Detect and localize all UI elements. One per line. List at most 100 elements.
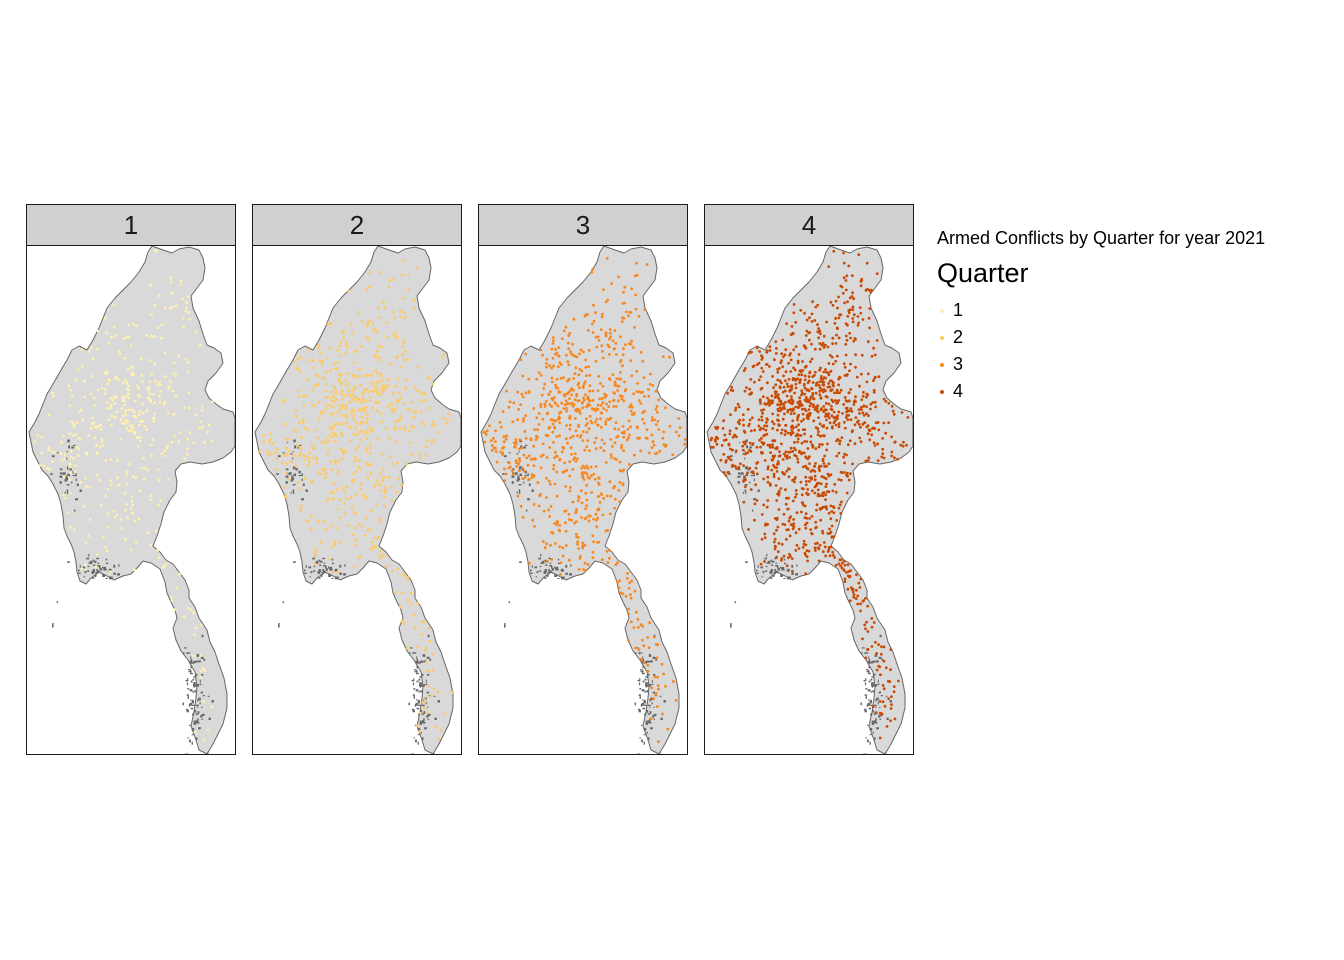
event-point bbox=[656, 675, 659, 679]
event-point bbox=[368, 527, 372, 531]
event-point bbox=[110, 423, 113, 427]
event-point bbox=[866, 630, 870, 633]
event-point bbox=[406, 579, 410, 582]
event-point bbox=[400, 619, 404, 623]
event-point bbox=[570, 393, 574, 397]
event-point bbox=[877, 428, 881, 432]
event-point bbox=[426, 711, 430, 714]
event-point bbox=[143, 466, 147, 470]
event-point bbox=[628, 405, 631, 409]
event-point bbox=[375, 372, 379, 375]
event-point bbox=[779, 386, 782, 390]
event-point bbox=[482, 430, 486, 434]
event-point bbox=[584, 491, 588, 495]
event-point bbox=[317, 400, 321, 404]
event-point bbox=[794, 425, 798, 429]
event-point bbox=[426, 438, 430, 442]
event-point bbox=[677, 417, 681, 420]
event-point bbox=[311, 388, 314, 392]
event-point bbox=[375, 409, 379, 413]
event-point bbox=[554, 542, 557, 545]
event-point bbox=[555, 377, 559, 381]
event-point bbox=[715, 435, 718, 439]
event-point bbox=[85, 485, 88, 489]
event-point bbox=[727, 442, 731, 446]
event-point bbox=[199, 654, 203, 658]
event-point bbox=[624, 388, 628, 391]
event-point bbox=[633, 453, 636, 457]
event-point bbox=[838, 503, 842, 507]
event-point bbox=[531, 518, 535, 522]
event-point bbox=[777, 477, 781, 481]
event-point bbox=[564, 485, 568, 488]
event-point bbox=[548, 446, 552, 449]
event-point bbox=[550, 347, 554, 351]
event-point bbox=[819, 397, 823, 400]
event-point bbox=[728, 429, 732, 433]
event-point bbox=[899, 443, 903, 447]
event-point bbox=[345, 372, 349, 375]
event-point bbox=[639, 657, 643, 661]
event-point bbox=[393, 316, 397, 320]
event-point bbox=[521, 374, 525, 378]
event-point bbox=[839, 558, 843, 562]
event-point bbox=[83, 379, 86, 383]
event-point bbox=[105, 331, 108, 335]
event-point bbox=[131, 365, 135, 368]
event-point bbox=[653, 635, 656, 639]
event-point bbox=[600, 558, 604, 562]
event-point bbox=[566, 360, 570, 363]
event-point bbox=[375, 503, 378, 506]
event-point bbox=[150, 454, 154, 458]
event-point bbox=[519, 403, 523, 406]
event-point bbox=[40, 436, 44, 439]
event-point bbox=[266, 453, 270, 456]
event-point bbox=[788, 534, 792, 538]
event-point bbox=[203, 440, 207, 444]
event-point bbox=[743, 431, 747, 434]
event-point bbox=[412, 298, 416, 302]
event-point bbox=[150, 313, 154, 317]
event-point bbox=[292, 427, 296, 431]
event-point bbox=[594, 436, 598, 440]
event-point bbox=[776, 407, 780, 411]
event-point bbox=[821, 457, 825, 461]
event-point bbox=[836, 354, 839, 358]
event-point bbox=[635, 369, 639, 373]
event-point bbox=[620, 397, 624, 401]
event-point bbox=[332, 481, 335, 485]
event-point bbox=[834, 359, 838, 363]
event-point bbox=[87, 534, 90, 538]
event-point bbox=[513, 441, 517, 445]
event-point bbox=[109, 457, 113, 461]
event-point bbox=[748, 387, 752, 391]
event-point bbox=[351, 389, 354, 392]
event-point bbox=[131, 474, 135, 478]
event-point bbox=[141, 379, 144, 383]
event-point bbox=[760, 415, 764, 419]
event-point bbox=[792, 348, 796, 352]
event-point bbox=[90, 375, 94, 378]
event-point bbox=[788, 388, 792, 392]
event-point bbox=[731, 463, 735, 467]
event-point bbox=[363, 406, 367, 410]
event-point bbox=[299, 436, 303, 440]
event-point bbox=[358, 375, 361, 378]
event-point bbox=[643, 395, 646, 398]
event-point bbox=[830, 524, 834, 528]
event-point bbox=[790, 395, 793, 398]
event-point bbox=[370, 548, 373, 551]
event-point bbox=[151, 438, 155, 442]
event-point bbox=[785, 564, 789, 568]
event-point bbox=[303, 458, 306, 462]
event-point bbox=[800, 403, 804, 407]
event-point bbox=[371, 322, 375, 326]
event-point bbox=[822, 370, 826, 374]
event-point bbox=[845, 410, 848, 414]
event-point bbox=[258, 450, 262, 453]
event-point bbox=[110, 414, 114, 418]
event-point bbox=[581, 439, 585, 442]
event-point bbox=[351, 392, 354, 396]
event-point bbox=[571, 434, 575, 438]
event-point bbox=[545, 456, 549, 459]
